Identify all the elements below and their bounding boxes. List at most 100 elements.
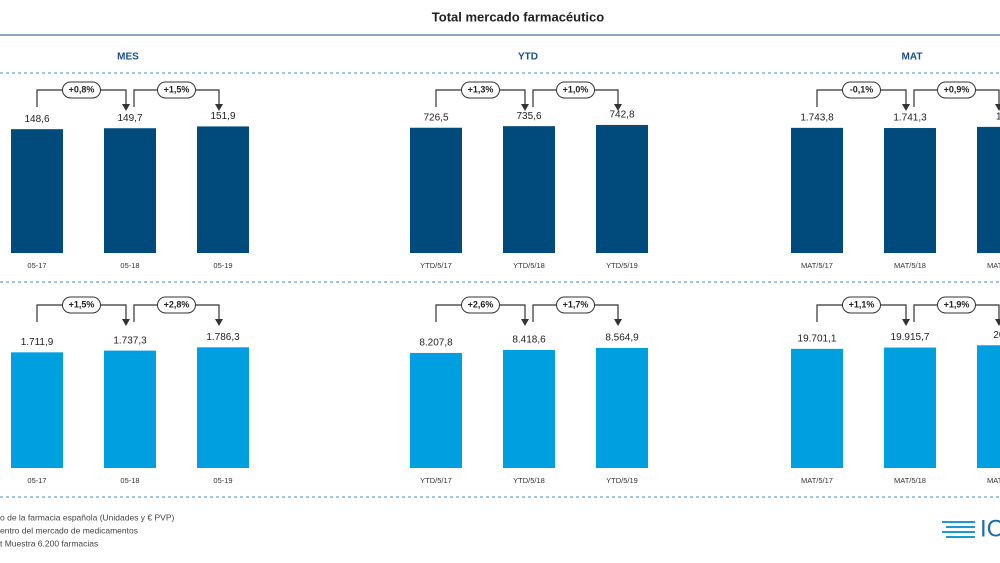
growth-box — [556, 81, 595, 99]
growth-label: +0,9% — [944, 84, 970, 94]
x-tick-label: 05-18 — [120, 476, 139, 485]
bar — [104, 350, 156, 468]
value-label: 1.7 — [996, 112, 1000, 123]
growth-arrow — [122, 104, 130, 111]
bar — [503, 126, 555, 253]
x-tick-label: YTD/5/17 — [420, 476, 452, 485]
growth-arrow — [215, 319, 223, 326]
x-tick-label: YTD/5/19 — [606, 476, 638, 485]
growth-label: +0,8% — [69, 84, 95, 94]
growth-label: +1,9% — [944, 299, 970, 309]
bar — [791, 127, 843, 253]
growth-arrow — [614, 104, 622, 111]
value-label: 8.418,6 — [512, 335, 546, 346]
growth-arrow — [995, 319, 1000, 326]
growth-box — [937, 296, 976, 314]
bar — [596, 347, 648, 468]
value-label: 149,7 — [117, 113, 142, 124]
growth-arrow — [215, 104, 223, 111]
value-label: 8.564,9 — [605, 333, 639, 344]
bar — [884, 128, 936, 253]
bar — [104, 128, 156, 253]
x-tick-label: YTD/5/18 — [513, 261, 545, 270]
value-label: 726,5 — [423, 112, 448, 123]
growth-arrow — [521, 319, 529, 326]
x-tick-label: 05-18 — [120, 261, 139, 270]
value-label: 1.743,8 — [800, 112, 834, 123]
bar — [596, 124, 648, 254]
value-label: 1.786,3 — [206, 332, 240, 343]
growth-box — [937, 81, 976, 99]
growth-label: +1,3% — [468, 84, 494, 94]
growth-arrow — [995, 104, 1000, 111]
footnote: t Muestra 6.200 farmacias — [0, 538, 98, 548]
value-label: 19.701,1 — [798, 333, 837, 344]
growth-box — [157, 296, 196, 314]
growth-label: +1,0% — [563, 84, 589, 94]
growth-box — [157, 81, 196, 99]
bar — [977, 345, 1000, 468]
column-header: YTD — [518, 52, 538, 63]
growth-arrow — [902, 104, 910, 111]
growth-label: +1,7% — [563, 299, 589, 309]
growth-box — [461, 81, 500, 99]
x-tick-label: MAT/5/17 — [801, 261, 833, 270]
growth-label: +1,5% — [164, 84, 190, 94]
footnote: entro del mercado de medicamentos — [0, 525, 138, 535]
footnote: o de la farmacia española (Unidades y € … — [0, 512, 175, 522]
growth-arrow — [122, 319, 130, 326]
growth-label: +1,1% — [849, 299, 875, 309]
value-label: 19.915,7 — [891, 332, 930, 343]
bar — [11, 352, 63, 468]
growth-box — [62, 296, 101, 314]
value-label: 148,6 — [24, 114, 49, 125]
x-tick-label: YTD/5/19 — [606, 261, 638, 270]
growth-box — [62, 81, 101, 99]
x-tick-label: 05-19 — [213, 261, 232, 270]
growth-arrow — [614, 319, 622, 326]
growth-box — [461, 296, 500, 314]
x-tick-label: MAT/5/17 — [801, 476, 833, 485]
column-header: MES — [117, 52, 139, 63]
growth-arrow — [902, 319, 910, 326]
bar — [11, 129, 63, 253]
x-tick-label: MAT/5/18 — [894, 261, 926, 270]
x-tick-label: MAT/5/19 — [987, 261, 1000, 270]
bar — [410, 127, 462, 253]
bar — [791, 348, 843, 468]
growth-box — [842, 296, 881, 314]
growth-label: +2,6% — [468, 299, 494, 309]
growth-box — [842, 81, 881, 99]
x-tick-label: MAT/5/18 — [894, 476, 926, 485]
x-tick-label: 05-17 — [27, 261, 46, 270]
value-label: 1.741,3 — [893, 113, 927, 124]
x-tick-label: 05-17 — [27, 476, 46, 485]
bar — [197, 347, 249, 468]
x-tick-label: YTD/5/18 — [513, 476, 545, 485]
x-tick-label: MAT/5/19 — [987, 476, 1000, 485]
growth-label: +1,5% — [69, 299, 95, 309]
bar — [977, 126, 1000, 253]
value-label: 742,8 — [609, 110, 634, 121]
slide-title: Total mercado farmacéutico — [432, 9, 604, 24]
logo: IC — [942, 515, 1000, 542]
value-label: 20.3 — [993, 330, 1000, 341]
growth-label: +2,8% — [164, 299, 190, 309]
bar — [503, 349, 555, 468]
column-header: MAT — [902, 52, 923, 63]
bar — [410, 352, 462, 468]
logo-text: IC — [980, 515, 1000, 542]
value-label: 1.737,3 — [113, 335, 147, 346]
value-label: 151,9 — [210, 111, 235, 122]
growth-label: -0,1% — [850, 84, 874, 94]
bar — [884, 347, 936, 468]
bar — [197, 126, 249, 253]
value-label: 735,6 — [516, 111, 541, 122]
growth-arrow — [521, 104, 529, 111]
x-tick-label: YTD/5/17 — [420, 261, 452, 270]
value-label: 1.711,9 — [21, 337, 54, 348]
x-tick-label: 05-19 — [213, 476, 232, 485]
growth-box — [556, 296, 595, 314]
